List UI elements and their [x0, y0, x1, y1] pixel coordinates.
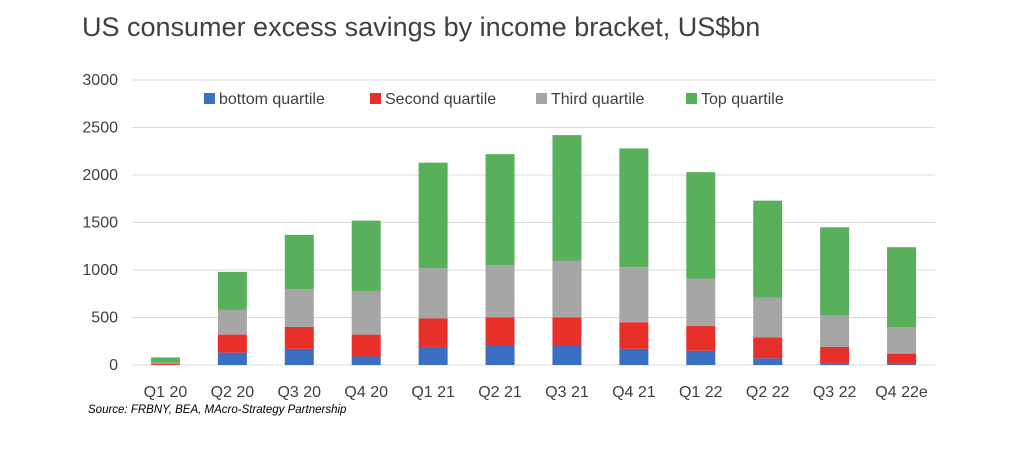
x-tick-label: Q1 20 [144, 384, 188, 401]
bar-segment-top-quartile [820, 227, 850, 316]
y-tick-label: 2500 [82, 120, 118, 137]
bar-segment-bottom-quartile [686, 350, 716, 365]
bar-segment-second-quartile [552, 317, 582, 346]
gridlines [132, 79, 935, 366]
y-tick-label: 1000 [82, 262, 118, 279]
y-tick-label: 500 [91, 310, 118, 327]
x-axis-tick-labels: Q1 20 Q2 20 Q3 20 Q4 20 Q1 21 Q2 21 Q3 21 Q4 21… [144, 384, 928, 401]
legend-label: bottom quartile [219, 91, 325, 108]
bar-segment-second-quartile [619, 322, 649, 349]
bar-segment-top-quartile [686, 172, 716, 279]
legend-swatch [370, 93, 381, 104]
bar-segment-second-quartile [284, 327, 314, 349]
x-tick-label: Q3 22 [813, 384, 857, 401]
legend-label: Top quartile [701, 91, 784, 108]
bar-segment-third-quartile [284, 289, 314, 327]
bar-segment-second-quartile [485, 317, 515, 346]
bar-segment-bottom-quartile [552, 346, 582, 365]
x-tick-label: Q4 20 [344, 384, 388, 401]
legend-label: Second quartile [385, 91, 496, 108]
bar-segment-third-quartile [418, 268, 448, 319]
y-tick-label: 2000 [82, 167, 118, 184]
legend-label: Third quartile [551, 91, 644, 108]
bar-segment-bottom-quartile [887, 364, 917, 365]
x-tick-label: Q2 21 [478, 384, 522, 401]
x-tick-label: Q2 22 [746, 384, 790, 401]
y-tick-label: 0 [109, 357, 118, 374]
bar-segment-third-quartile [619, 267, 649, 323]
bar-segment-bottom-quartile [418, 346, 448, 365]
x-tick-label: Q1 22 [679, 384, 723, 401]
bar-segment-third-quartile [150, 362, 180, 365]
legend-swatch [686, 93, 697, 104]
bar-segment-third-quartile [351, 290, 381, 335]
bars [150, 135, 917, 365]
y-tick-label: 3000 [82, 72, 118, 89]
legend-swatch [536, 93, 547, 104]
bar-segment-top-quartile [887, 247, 917, 327]
y-tick-label: 1500 [82, 215, 118, 232]
x-tick-label: Q3 20 [277, 384, 321, 401]
bar-segment-second-quartile [753, 337, 783, 359]
bar-segment-third-quartile [485, 265, 515, 318]
x-tick-label: Q4 21 [612, 384, 656, 401]
bar-segment-bottom-quartile [820, 363, 850, 365]
bar-segment-top-quartile [217, 271, 247, 310]
source-note: Source: FRBNY, BEA, MAcro-Strategy Partn… [88, 404, 347, 416]
bar-segment-top-quartile [351, 220, 381, 291]
bar-segment-top-quartile [753, 200, 783, 298]
bar-segment-second-quartile [418, 318, 448, 347]
bar-segment-top-quartile [150, 357, 180, 363]
x-tick-label: Q3 21 [545, 384, 589, 401]
bar-segment-bottom-quartile [753, 358, 783, 365]
bar-segment-third-quartile [753, 297, 783, 338]
legend-swatch [204, 93, 215, 104]
bar-segment-bottom-quartile [217, 352, 247, 365]
bar-segment-second-quartile [887, 353, 917, 365]
bar-segment-bottom-quartile [619, 348, 649, 365]
bar-segment-second-quartile [351, 334, 381, 357]
bar-segment-third-quartile [552, 260, 582, 318]
x-tick-label: Q4 22e [875, 384, 928, 401]
bar-segment-top-quartile [552, 135, 582, 261]
bar-segment-third-quartile [820, 315, 850, 347]
bar-segment-second-quartile [686, 326, 716, 351]
bar-segment-third-quartile [217, 309, 247, 335]
bar-segment-top-quartile [485, 154, 515, 266]
legend: bottom quartile Second quartile Third quar… [204, 91, 784, 108]
bar-segment-bottom-quartile [284, 348, 314, 365]
bar-segment-top-quartile [619, 148, 649, 268]
y-axis-tick-labels: 0 500 1000 1500 2000 2500 3000 [82, 72, 118, 374]
bar-segment-bottom-quartile [485, 346, 515, 365]
bar-segment-second-quartile [217, 334, 247, 353]
bar-segment-second-quartile [150, 364, 180, 365]
bar-segment-top-quartile [284, 234, 314, 289]
bar-segment-third-quartile [686, 278, 716, 327]
bar-segment-top-quartile [418, 162, 448, 269]
bar-segment-second-quartile [820, 346, 850, 364]
chart-title: US consumer excess savings by income bra… [82, 12, 761, 42]
x-tick-label: Q1 21 [411, 384, 455, 401]
bar-segment-third-quartile [887, 327, 917, 354]
bar-segment-bottom-quartile [351, 356, 381, 365]
x-tick-label: Q2 20 [211, 384, 255, 401]
